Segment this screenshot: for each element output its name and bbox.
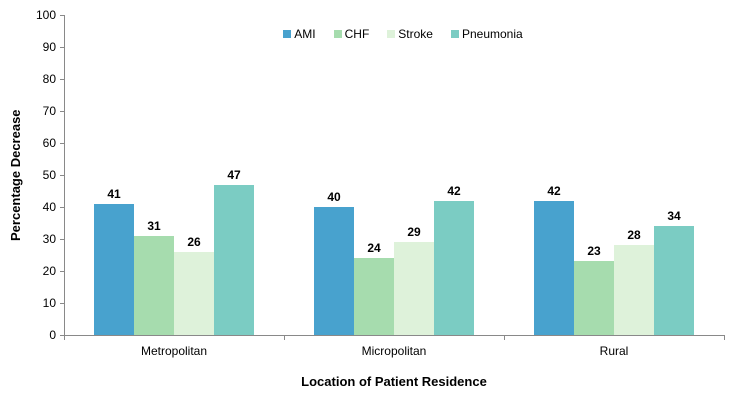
legend-label: Stroke [398,27,433,41]
category-label-metropolitan: Metropolitan [140,344,208,358]
bar-ami-metropolitan [94,203,134,335]
x-tick [64,336,65,340]
y-tick [60,47,64,48]
legend-swatch-icon [450,30,459,38]
x-axis-line [64,335,725,336]
y-tick-label: 10 [42,296,56,310]
y-tick-label: 50 [42,168,56,182]
y-tick [60,303,64,304]
legend-label: AMI [294,27,316,41]
bar-chf-micropolitan [354,258,394,335]
x-tick [724,336,725,340]
x-axis-title: Location of Patient Residence [301,374,487,389]
y-tick [60,143,64,144]
bar-value-label: 29 [407,225,421,240]
bar-pneumonia-rural [654,226,694,335]
x-tick [504,336,505,340]
bar-value-label: 23 [587,244,601,259]
bar-stroke-rural [614,245,654,335]
legend-swatch-icon [333,30,342,38]
y-axis-line [64,15,65,335]
y-tick [60,79,64,80]
bar-value-label: 40 [327,190,341,204]
y-tick-label: 40 [42,200,56,214]
bar-value-label: 42 [547,183,561,198]
y-tick [60,207,64,208]
bar-stroke-metropolitan [174,251,214,335]
bar-stroke-micropolitan [394,242,434,335]
bar-value-label: 47 [227,167,241,182]
y-tick [60,239,64,240]
legend: AMI CHF Stroke Pneumonia [64,27,742,41]
bar-value-label: 28 [627,228,641,243]
y-tick [60,175,64,176]
y-tick-label: 80 [42,72,56,86]
bar-value-label: 26 [187,234,201,249]
bar-value-label: 42 [447,183,461,198]
y-tick [60,15,64,16]
bar-ami-micropolitan [314,207,354,335]
bar-value-label: 34 [667,209,681,224]
y-tick-label: 90 [42,40,56,54]
y-tick [60,271,64,272]
legend-label: CHF [344,27,370,41]
y-tick-label: 30 [42,232,56,246]
y-tick-label: 70 [42,104,56,118]
bar-pneumonia-micropolitan [434,200,474,335]
bar-value-label: 31 [147,218,161,233]
legend-item-stroke: Stroke [387,27,433,41]
legend-swatch-icon [283,30,292,38]
bar-ami-rural [534,200,574,335]
category-label-micropolitan: Micropolitan [361,344,427,358]
legend-item-pneumonia: Pneumonia [450,27,523,41]
y-tick-label: 0 [49,328,56,342]
y-tick-label: 100 [35,8,56,22]
y-tick-label: 20 [42,264,56,278]
bar-value-label: 41 [107,186,121,201]
y-tick [60,111,64,112]
y-tick-label: 60 [42,136,56,150]
bar-chf-rural [574,261,614,335]
legend-item-ami: AMI [283,27,316,41]
legend-label: Pneumonia [461,27,523,41]
bar-pneumonia-metropolitan [214,184,254,335]
y-tick [60,335,64,336]
legend-swatch-icon [387,30,396,38]
category-label-rural: Rural [599,344,629,358]
bar-value-label: 24 [367,241,381,256]
legend-item-chf: CHF [333,27,370,41]
x-tick [284,336,285,340]
bar-chf-metropolitan [134,235,174,335]
